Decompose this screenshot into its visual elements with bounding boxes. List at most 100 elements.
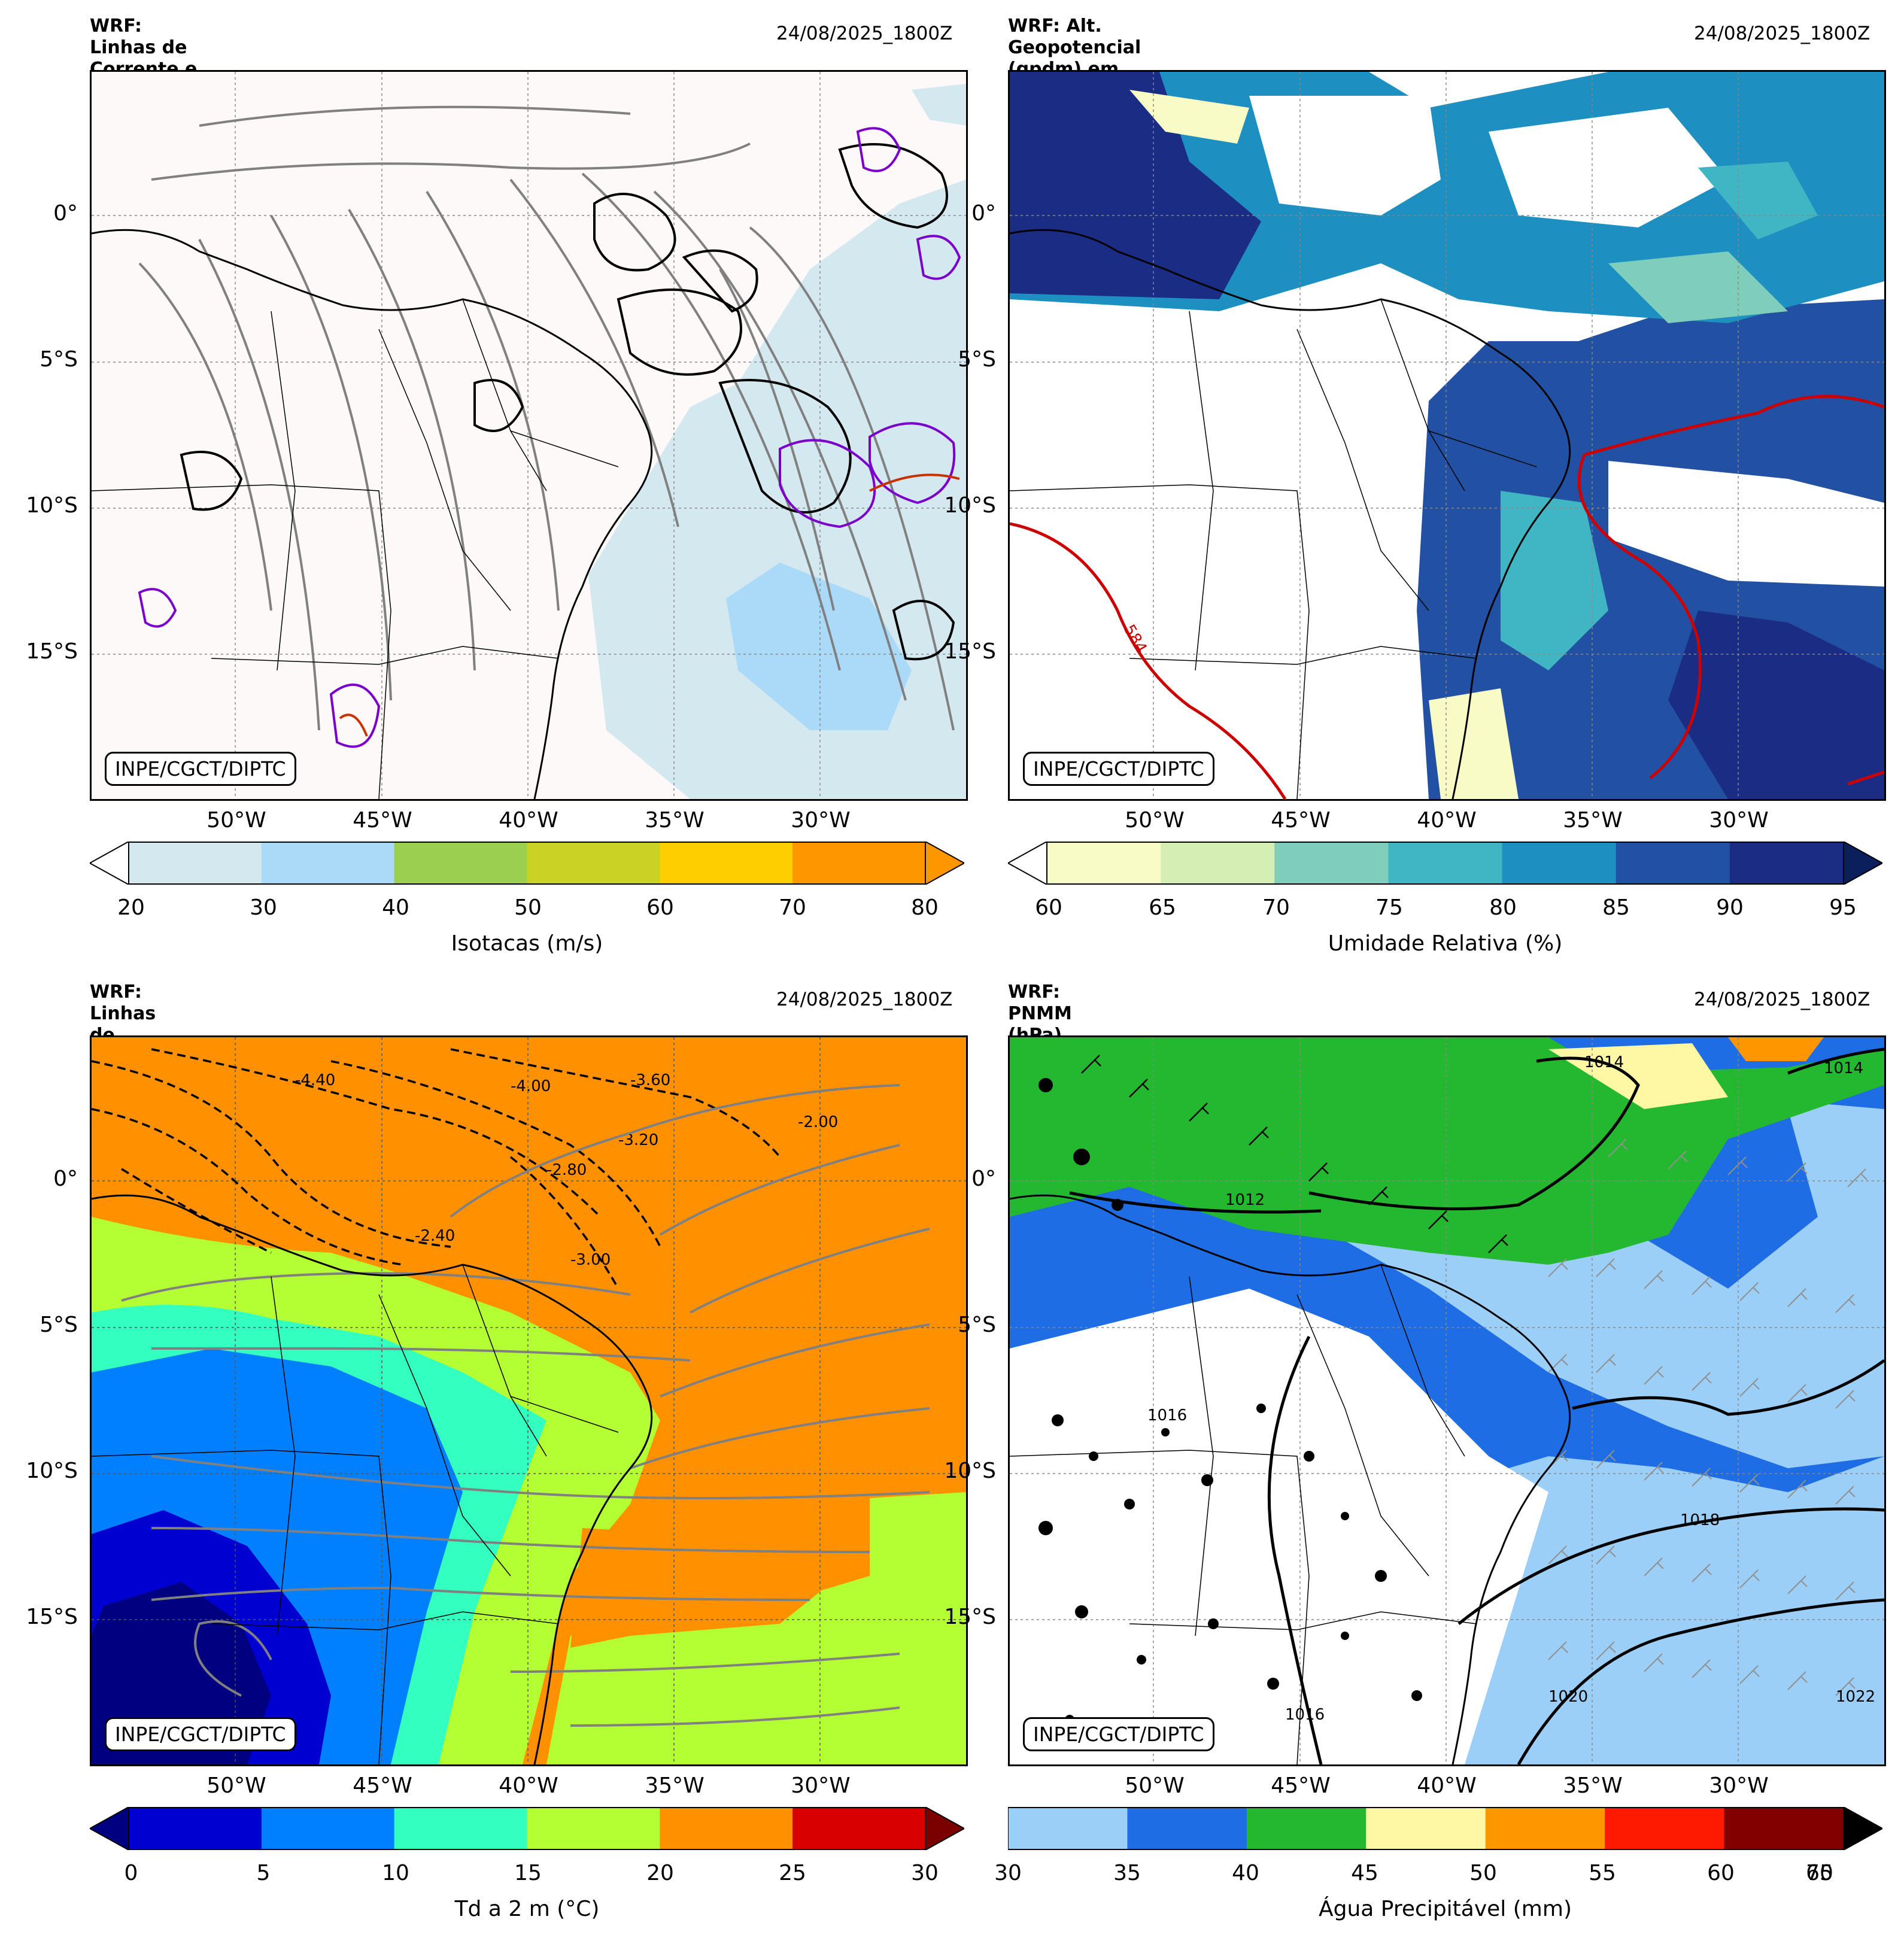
isotach-30-region: [726, 563, 912, 730]
humidity-ocean-field: [1608, 251, 1788, 323]
contour-label: -2.80: [546, 1161, 587, 1179]
colorbar-segment: [261, 842, 395, 885]
graticule: [1010, 72, 1884, 799]
wind-barbs-850: [1081, 1055, 1508, 1253]
colorbar-frame: [128, 1807, 926, 1850]
graticule: [92, 72, 966, 799]
credit-badge: INPE/CGCT/DIPTC: [1023, 1717, 1214, 1751]
colorbar-frame: [128, 842, 926, 885]
colorbar-segment: [1047, 842, 1161, 885]
lat-tick-5s: 5°S: [40, 347, 78, 372]
map-plot: -4.40 -4.00 -3.60 -3.20 -2.80 -2.40 -3.0…: [92, 1037, 966, 1764]
map-area[interactable]: -4.40 -4.00 -3.60 -3.20 -2.80 -2.40 -3.0…: [90, 1035, 968, 1766]
td-region-20-east: [546, 1492, 966, 1764]
cbar-tick: 50: [514, 895, 542, 920]
lon-tick-35w: 35°W: [1563, 808, 1623, 833]
cbar-tick: 35: [1113, 1861, 1141, 1885]
colorbar: [90, 842, 964, 885]
map-area[interactable]: INPE/CGCT/DIPTC: [90, 70, 968, 801]
isotach-contour-red: [869, 473, 960, 492]
contour-label: 1016: [1285, 1706, 1325, 1724]
lon-tick-30w: 30°W: [1709, 1773, 1769, 1798]
streamlines: [121, 1084, 930, 1727]
state-borders: [1010, 299, 1537, 799]
colorbar-segment: [1729, 842, 1844, 885]
pw-region-land-white: [1010, 1289, 1548, 1764]
lon-tick-40w: 40°W: [1417, 808, 1477, 833]
map-plot: 1014 1014 1012 1018 1020 1016 1016 1022: [1010, 1037, 1884, 1764]
credit-badge: INPE/CGCT/DIPTC: [1023, 752, 1214, 786]
colorbar-segment: [394, 842, 527, 885]
colorbar-under-arrow: [1008, 842, 1047, 885]
colorbar-segment: [1724, 1807, 1844, 1850]
colorbar-label: Água Precipitável (mm): [1319, 1897, 1572, 1921]
credit-badge: INPE/CGCT/DIPTC: [105, 1717, 296, 1751]
pw-region-50: [1728, 1037, 1824, 1061]
lat-tick-15s: 15°S: [26, 639, 78, 664]
humidity-ocean-field: [1010, 72, 1261, 299]
humidity-ocean-field: [1668, 610, 1884, 799]
colorbar-segment: [1485, 1807, 1605, 1850]
cbar-tick: 65: [1806, 1861, 1833, 1885]
contour-label: -2.40: [415, 1227, 455, 1245]
colorbar-segment: [1246, 1807, 1366, 1850]
colorbar-label: Isotacas (m/s): [451, 931, 603, 956]
lon-tick-50w: 50°W: [1125, 1773, 1185, 1798]
lon-tick-35w: 35°W: [645, 1773, 704, 1798]
colorbar-segment: [1008, 1807, 1128, 1850]
contour-label: -4.00: [511, 1077, 551, 1095]
contour-label: 1012: [1225, 1191, 1265, 1209]
colorbar-segment: [129, 1807, 262, 1850]
map-area[interactable]: 584 INPE/CGCT/DIPTC: [1008, 70, 1886, 801]
lat-tick-10s: 10°S: [944, 1459, 996, 1483]
colorbar-segment: [1605, 1807, 1725, 1850]
humidity-ocean-field: [1698, 162, 1818, 239]
cbar-tick: 45: [1351, 1861, 1378, 1885]
lat-tick-15s: 15°S: [26, 1605, 78, 1629]
state-borders: [92, 1264, 619, 1764]
panel-date: 24/08/2025_1800Z: [776, 989, 953, 1010]
lon-tick-30w: 30°W: [1709, 808, 1769, 833]
cbar-tick: 25: [779, 1861, 806, 1885]
coastline: [1010, 229, 1571, 799]
cbar-tick: 70: [1806, 1861, 1833, 1885]
colorbar-label: Td a 2 m (°C): [454, 1897, 600, 1921]
map-area[interactable]: 1014 1014 1012 1018 1020 1016 1016 1022 …: [1008, 1035, 1886, 1766]
colorbar-frame: [1046, 842, 1844, 885]
contour-label: 1014: [1824, 1059, 1863, 1077]
lon-tick-50w: 50°W: [207, 1773, 266, 1798]
isobars: [1069, 1047, 1884, 1764]
lat-tick-10s: 10°S: [944, 493, 996, 518]
contour-label: 1014: [1584, 1053, 1624, 1071]
contour-label: 1018: [1680, 1511, 1720, 1529]
wind-barbs: [1548, 1138, 1867, 1696]
lon-tick-40w: 40°W: [499, 808, 558, 833]
lat-tick-5s: 5°S: [958, 347, 996, 372]
cbar-tick: 30: [994, 1861, 1022, 1885]
lon-tick-35w: 35°W: [645, 808, 704, 833]
lifted-index-contours: [92, 1048, 781, 1289]
td-region-25-east: [570, 1528, 840, 1648]
cbar-tick: 70: [1262, 895, 1290, 920]
cbar-tick: 80: [911, 895, 939, 920]
lat-tick-0: 0°: [53, 201, 78, 226]
geopotential-contour-584: [1010, 522, 1287, 799]
colorbar-over-arrow: [925, 842, 964, 885]
lon-tick-45w: 45°W: [353, 808, 412, 833]
contour-label: -3.00: [570, 1251, 611, 1269]
lat-tick-0: 0°: [971, 201, 996, 226]
colorbar-segment: [527, 1807, 660, 1850]
state-borders: [1010, 1264, 1477, 1764]
lon-tick-50w: 50°W: [1125, 808, 1185, 833]
geopotential-contour-east: [1577, 394, 1884, 786]
lon-tick-35w: 35°W: [1563, 1773, 1623, 1798]
lon-tick-45w: 45°W: [353, 1773, 412, 1798]
lon-tick-40w: 40°W: [499, 1773, 558, 1798]
lat-tick-5s: 5°S: [40, 1313, 78, 1337]
humidity-ocean-field: [1501, 491, 1608, 670]
humidity-ocean-field: [1608, 461, 1884, 587]
colorbar-segment: [1502, 842, 1617, 885]
humidity-ocean-field: [1489, 108, 1728, 227]
colorbar-segment: [660, 842, 793, 885]
colorbar-segment: [1161, 842, 1275, 885]
